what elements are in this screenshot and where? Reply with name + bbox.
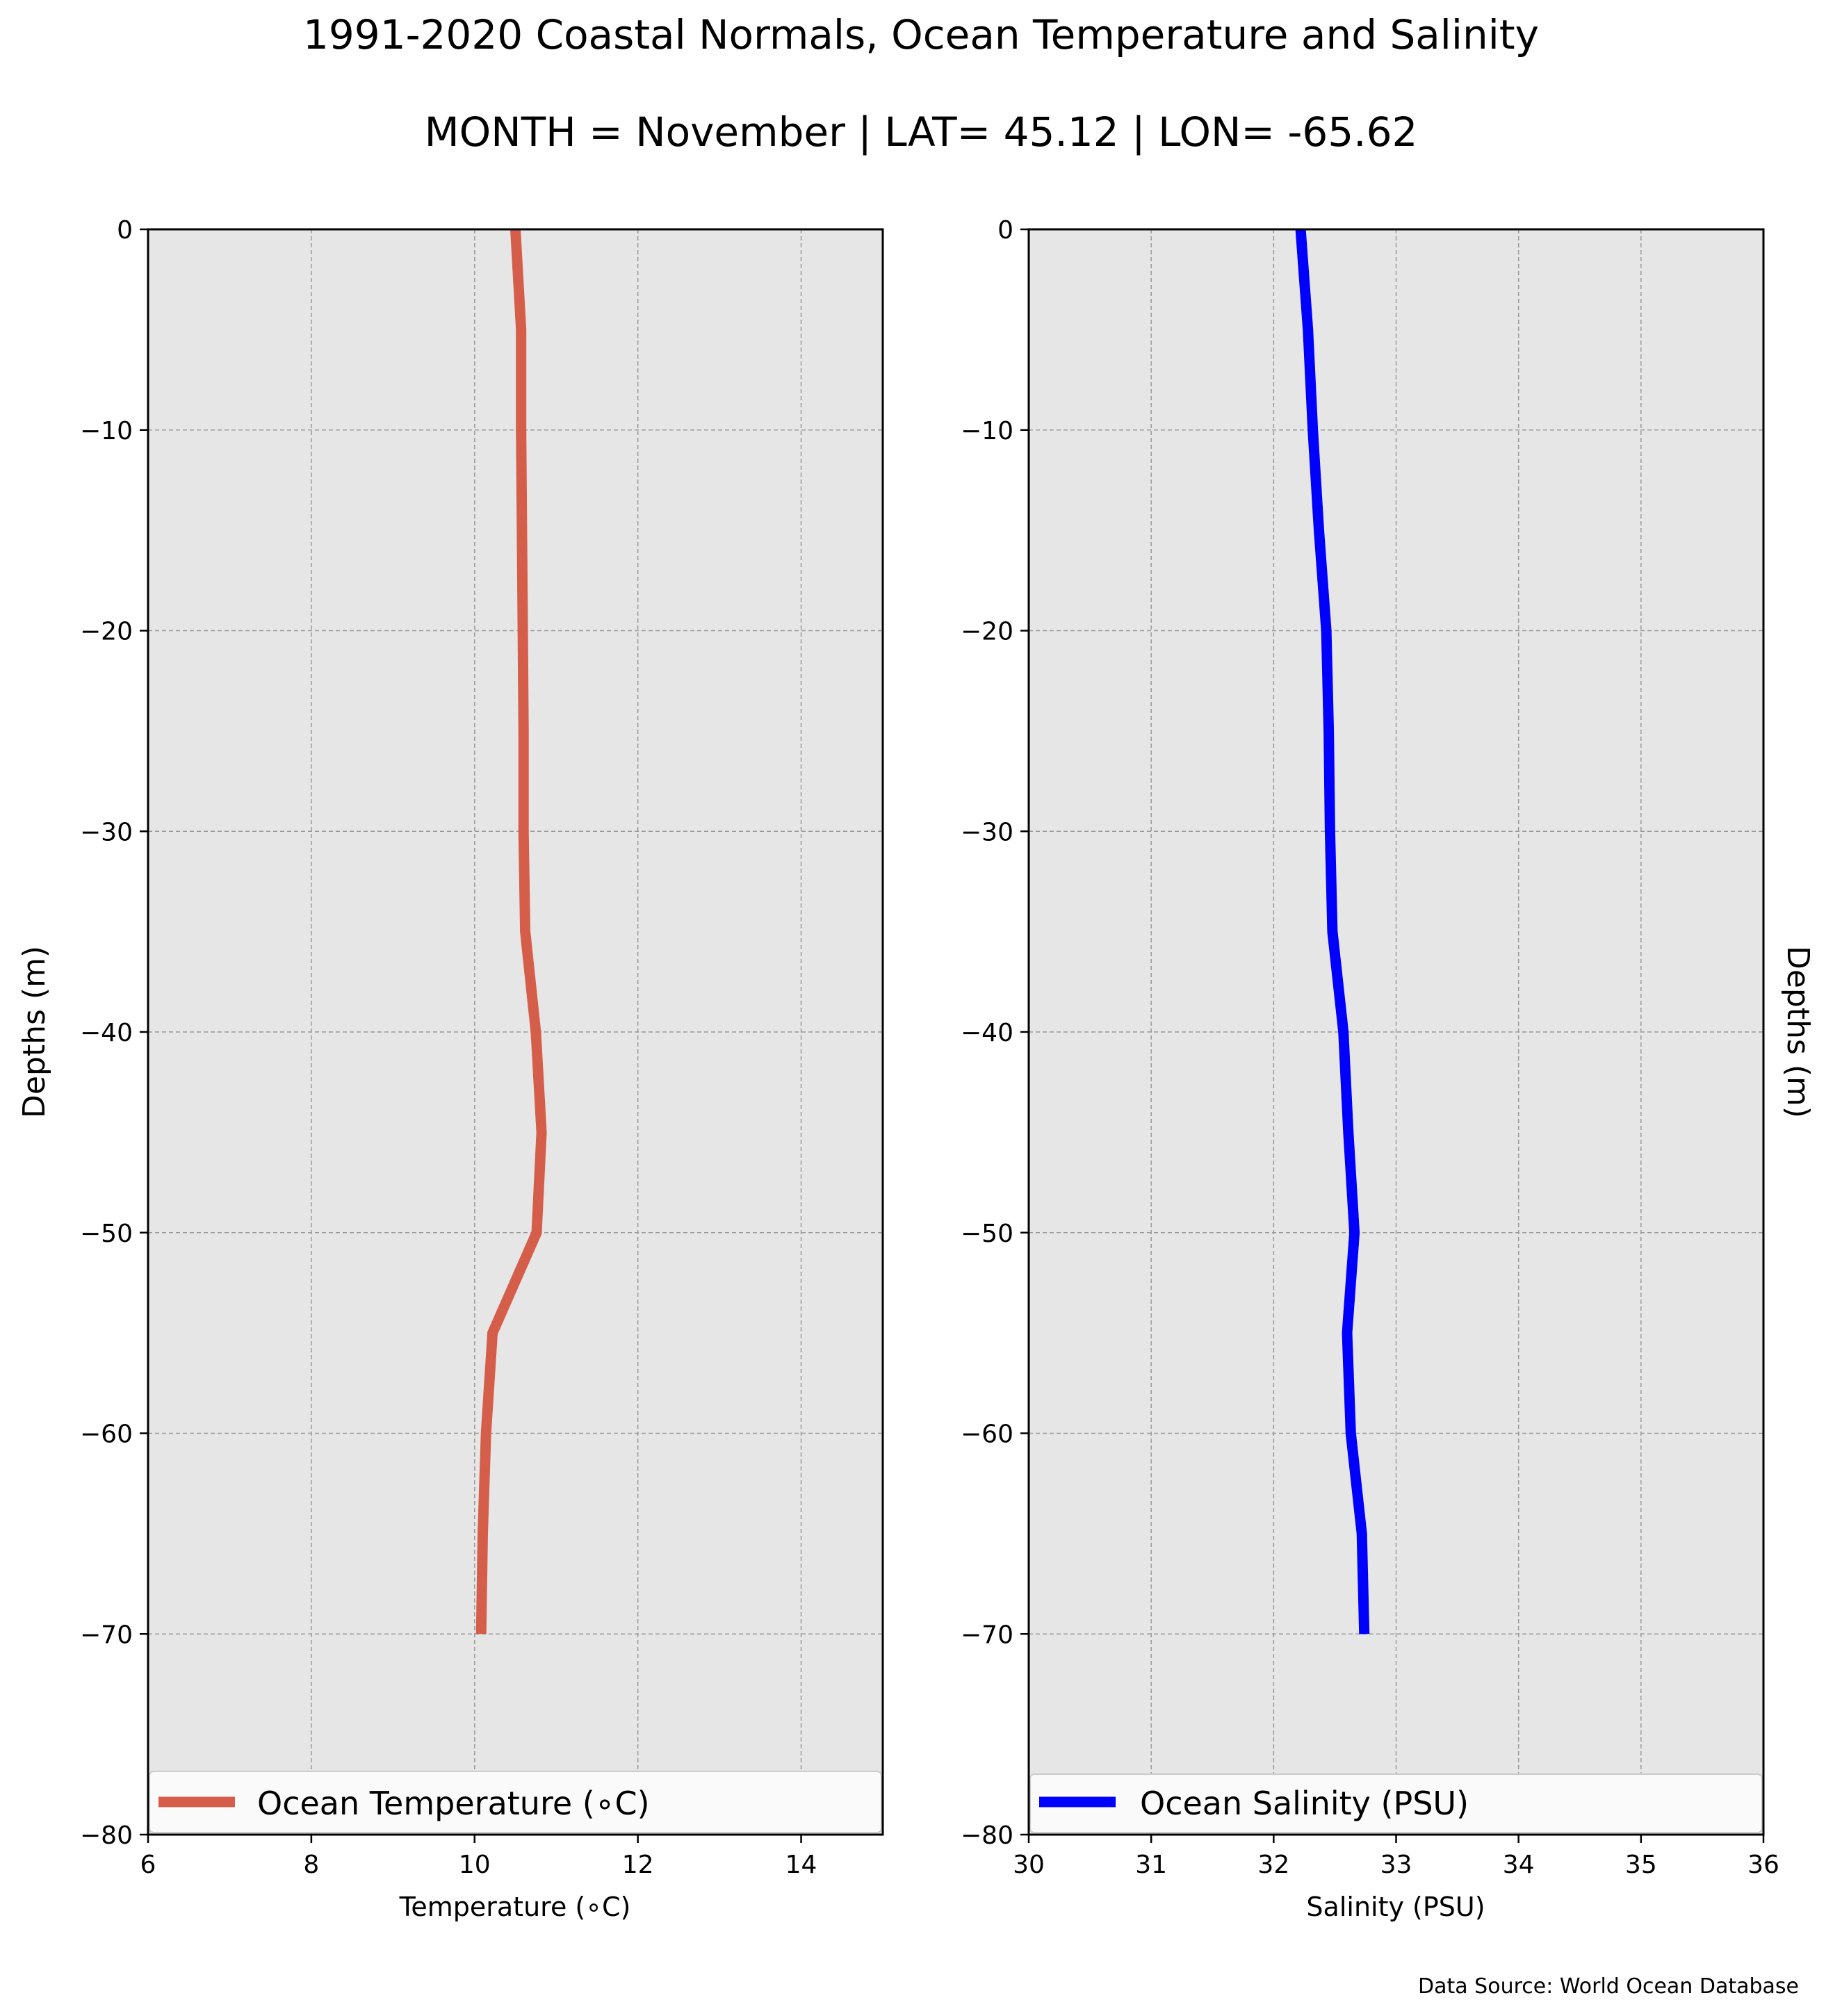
y-tick-label: −10 [80, 417, 133, 445]
series-layer [1295, 229, 1370, 1634]
x-axis-label: Salinity (PSU) [1306, 1892, 1485, 1922]
x-tick-label: 35 [1625, 1851, 1657, 1879]
legend: Ocean Temperature (∘C) [149, 1771, 882, 1833]
x-tick-label: 6 [140, 1851, 156, 1879]
series-layer [475, 229, 547, 1634]
legend: Ocean Salinity (PSU) [1029, 1773, 1763, 1833]
y-tick-label: −20 [961, 618, 1013, 646]
chart-subtitle: MONTH = November | LAT= 45.12 | LON= -65… [425, 108, 1418, 156]
x-tick-label: 32 [1257, 1851, 1289, 1879]
y-axis-label-right: Depths (m) [1780, 946, 1816, 1118]
y-tick-label: −70 [961, 1621, 1013, 1649]
y-axis-ticks: 0 −10 −20 −30 −40 −50 −60 −70 −80 [80, 216, 148, 1850]
x-tick-label: 33 [1380, 1851, 1412, 1879]
x-tick-label: 14 [785, 1851, 817, 1879]
legend-label-salinity: Ocean Salinity (PSU) [1140, 1785, 1469, 1822]
salinity-panel: Ocean Salinity (PSU) 30 31 32 33 34 35 36 0 −10… [961, 216, 1816, 1922]
temperature-panel: Ocean Temperature (∘C) 6 8 10 12 14 0 −10 −20 −… [17, 216, 884, 1922]
x-tick-label: 8 [303, 1851, 319, 1879]
x-axis-label: Temperature (∘C) [399, 1892, 631, 1922]
y-tick-label: −10 [961, 417, 1013, 445]
y-tick-label: −40 [80, 1019, 133, 1047]
y-tick-label: −80 [961, 1821, 1013, 1850]
y-tick-label: −50 [80, 1220, 133, 1248]
y-tick-label: −60 [80, 1420, 133, 1449]
legend-label-temperature: Ocean Temperature (∘C) [257, 1785, 650, 1822]
y-axis-ticks: 0 −10 −20 −30 −40 −50 −60 −70 −80 [961, 216, 1029, 1850]
x-tick-label: 36 [1747, 1851, 1779, 1879]
series-line [475, 229, 547, 1634]
grid-lines [148, 229, 883, 1835]
x-tick-label: 34 [1503, 1851, 1535, 1879]
y-tick-label: −70 [80, 1621, 133, 1649]
plot-area [148, 229, 883, 1835]
y-tick-label: 0 [117, 216, 133, 245]
y-axis-label-left: Depths (m) [17, 946, 52, 1118]
y-tick-label: −20 [80, 618, 133, 646]
chart-title: 1991-2020 Coastal Normals, Ocean Tempera… [303, 11, 1539, 58]
x-tick-label: 10 [459, 1851, 491, 1879]
y-tick-label: −50 [961, 1220, 1013, 1248]
x-tick-label: 31 [1135, 1851, 1167, 1879]
grid-lines [1029, 229, 1763, 1835]
y-tick-label: −30 [80, 818, 133, 846]
x-tick-label: 12 [622, 1851, 654, 1879]
x-tick-label: 30 [1013, 1851, 1045, 1879]
series-line [1295, 229, 1370, 1634]
y-tick-label: 0 [997, 216, 1013, 245]
legend-box [1029, 1773, 1763, 1833]
legend-box [149, 1771, 882, 1833]
data-source-note: Data Source: World Ocean Database [1418, 1974, 1799, 1999]
y-tick-label: −80 [80, 1821, 133, 1850]
y-tick-label: −30 [961, 818, 1013, 846]
y-tick-label: −60 [961, 1420, 1013, 1449]
y-tick-label: −40 [961, 1019, 1013, 1047]
x-axis-ticks: 6 8 10 12 14 [140, 1835, 817, 1879]
x-axis-ticks: 30 31 32 33 34 35 36 [1013, 1835, 1779, 1879]
